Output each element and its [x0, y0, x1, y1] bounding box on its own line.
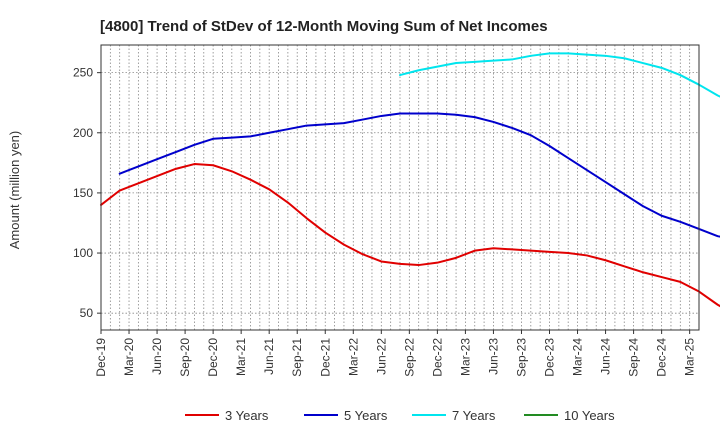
x-tick-label: Mar-22: [346, 338, 360, 376]
series-line-7-years: [399, 52, 720, 98]
x-tick-label: Mar-21: [234, 338, 248, 376]
x-tick-label: Jun-23: [486, 338, 500, 375]
x-tick-label: Sep-22: [402, 338, 416, 377]
y-tick-label: 250: [73, 66, 93, 80]
plot-frame: [100, 44, 700, 331]
y-axis-ticks: 50 100 150 200 250: [73, 66, 101, 320]
x-tick-label: Mar-25: [683, 338, 697, 376]
y-axis-label: Amount (million yen): [7, 131, 22, 250]
x-tick-label: Sep-20: [178, 338, 192, 377]
x-tick-label: Dec-23: [543, 338, 557, 377]
x-tick-label: Dec-19: [94, 338, 108, 377]
y-tick-label: 150: [73, 186, 93, 200]
x-tick-label: Jun-20: [150, 338, 164, 375]
x-tick-label: Dec-20: [206, 338, 220, 377]
y-tick-label: 100: [73, 246, 93, 260]
x-tick-label: Jun-21: [262, 338, 276, 375]
x-tick-label: Jun-24: [599, 338, 613, 375]
legend-label-7-years: 7 Years: [452, 408, 496, 423]
series-lines: [100, 52, 720, 308]
x-tick-label: Sep-23: [514, 338, 528, 377]
x-axis-ticks: Dec-19 Mar-20 Jun-20 Sep-20 Dec-20 Mar-21 Jun-…: [94, 330, 697, 377]
y-tick-label: 50: [80, 306, 94, 320]
legend-label-3-years: 3 Years: [225, 408, 269, 423]
x-tick-label: Sep-24: [627, 338, 641, 377]
y-tick-label: 200: [73, 126, 93, 140]
x-tick-label: Mar-23: [458, 338, 472, 376]
x-tick-label: Mar-20: [122, 338, 136, 376]
x-tick-label: Sep-21: [290, 338, 304, 377]
chart-title: [4800] Trend of StDev of 12-Month Moving…: [100, 18, 548, 35]
x-tick-label: Jun-22: [374, 338, 388, 375]
series-line-3-years: [100, 163, 720, 308]
legend: 3 Years 5 Years 7 Years 10 Years: [185, 408, 615, 423]
legend-label-10-years: 10 Years: [564, 408, 615, 423]
x-tick-label: Dec-21: [318, 338, 332, 377]
x-tick-label: Dec-22: [430, 338, 444, 377]
gridlines: [101, 45, 699, 330]
series-line-5-years: [118, 112, 720, 238]
x-tick-label: Mar-24: [571, 338, 585, 376]
legend-label-5-years: 5 Years: [344, 408, 388, 423]
x-tick-label: Dec-24: [655, 338, 669, 377]
